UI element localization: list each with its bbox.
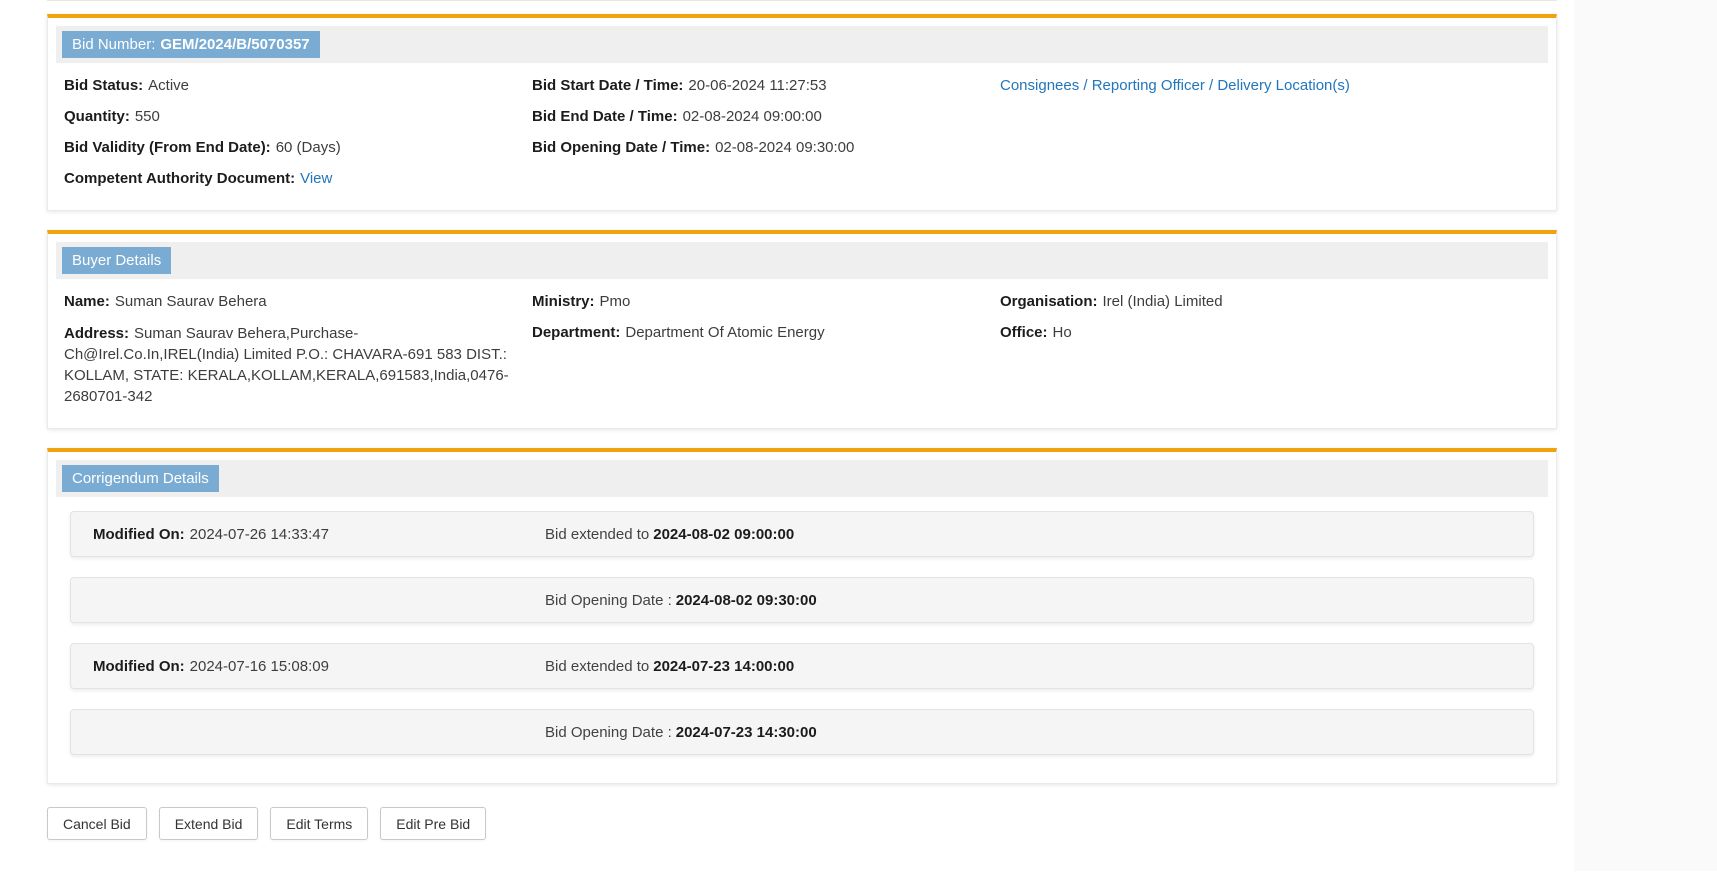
buyer-col-left: Name: Suman Saurav Behera Address: Suman S… (64, 292, 532, 418)
bid-opening-value: 02-08-2024 09:30:00 (715, 139, 855, 156)
corrigendum-row: Bid Opening Date :2024-07-23 14:30:00 (70, 709, 1534, 755)
change-value: 2024-07-23 14:30:00 (675, 723, 817, 741)
bid-summary-card: Bid Number: GEM/2024/B/5070357 Bid Status… (47, 14, 1557, 211)
buyer-name-label: Name: (64, 293, 110, 310)
corrigendum-header: Corrigendum Details (56, 460, 1548, 497)
extend-bid-button[interactable]: Extend Bid (158, 807, 259, 840)
bid-end-field: Bid End Date / Time: 02-08-2024 09:00:00 (532, 107, 1000, 127)
quantity-label: Quantity: (64, 108, 130, 125)
edit-terms-button[interactable]: Edit Terms (270, 807, 369, 840)
consignees-field: Consignees / Reporting Officer / Deliver… (1000, 76, 1540, 96)
bid-validity-field: Bid Validity (From End Date): 60 (Days) (64, 138, 532, 158)
buyer-address-label: Address: (64, 325, 130, 342)
bid-validity-label: Bid Validity (From End Date): (64, 139, 271, 156)
bid-status-label: Bid Status: (64, 77, 144, 94)
corrigendum-modified: Modified On: 2024-07-16 15:08:09 (93, 658, 545, 675)
buyer-details-card: Buyer Details Name: Suman Saurav Behera A… (47, 230, 1557, 429)
bid-start-value: 20-06-2024 11:27:53 (688, 77, 827, 94)
bid-summary-body: Bid Status: Active Quantity: 550 Bid Valid… (56, 63, 1548, 202)
bid-opening-label: Bid Opening Date / Time: (532, 139, 711, 156)
change-value: 2024-08-02 09:00:00 (653, 525, 795, 543)
department-field: Department: Department Of Atomic Energy (532, 323, 1000, 343)
change-value: 2024-07-23 14:00:00 (653, 657, 795, 675)
corrigendum-row: Modified On: 2024-07-26 14:33:47 Bid exte… (70, 511, 1534, 557)
bid-end-label: Bid End Date / Time: (532, 108, 678, 125)
modified-on-value: 2024-07-26 14:33:47 (189, 525, 329, 543)
modified-on-label: Modified On: (93, 657, 185, 675)
page-right-gutter (1574, 0, 1717, 871)
buyer-name-field: Name: Suman Saurav Behera (64, 292, 532, 312)
corrigendum-modified (93, 724, 545, 741)
department-value: Department Of Atomic Energy (625, 324, 825, 341)
office-value: Ho (1052, 324, 1072, 341)
corrigendum-modified (93, 592, 545, 609)
buyer-name-value: Suman Saurav Behera (114, 293, 267, 310)
office-field: Office: Ho (1000, 323, 1540, 343)
buyer-details-header: Buyer Details (56, 242, 1548, 279)
corrigendum-change: Bid Opening Date :2024-07-23 14:30:00 (545, 724, 1533, 741)
bid-summary-col-mid: Bid Start Date / Time: 20-06-2024 11:27:5… (532, 76, 1000, 200)
ministry-label: Ministry: (532, 293, 595, 310)
bid-summary-col-left: Bid Status: Active Quantity: 550 Bid Valid… (64, 76, 532, 200)
bid-number-value: GEM/2024/B/5070357 (160, 36, 310, 53)
ministry-value: Pmo (599, 293, 631, 310)
corrigendum-row: Bid Opening Date :2024-08-02 09:30:00 (70, 577, 1534, 623)
buyer-address-field: Address: Suman Saurav Behera,Purchase-Ch@… (64, 323, 522, 407)
corrigendum-card: Corrigendum Details Modified On: 2024-07-… (47, 448, 1557, 784)
office-label: Office: (1000, 324, 1048, 341)
consignees-link[interactable]: Consignees / Reporting Officer / Deliver… (1000, 77, 1350, 94)
buyer-col-mid: Ministry: Pmo Department: Department Of At… (532, 292, 1000, 418)
quantity-value: 550 (134, 108, 160, 125)
organisation-value: Irel (India) Limited (1102, 293, 1223, 310)
corrigendum-change: Bid Opening Date :2024-08-02 09:30:00 (545, 592, 1533, 609)
cancel-bid-button[interactable]: Cancel Bid (47, 807, 147, 840)
bid-detail-page: Bid Number: GEM/2024/B/5070357 Bid Status… (47, 0, 1557, 880)
bid-opening-field: Bid Opening Date / Time: 02-08-2024 09:30… (532, 138, 1000, 158)
organisation-label: Organisation: (1000, 293, 1098, 310)
bid-validity-value: 60 (Days) (275, 139, 341, 156)
change-value: 2024-08-02 09:30:00 (675, 591, 817, 609)
corrigendum-modified: Modified On: 2024-07-26 14:33:47 (93, 526, 545, 543)
bid-end-value: 02-08-2024 09:00:00 (682, 108, 822, 125)
quantity-field: Quantity: 550 (64, 107, 532, 127)
buyer-address-value: Suman Saurav Behera,Purchase-Ch@Irel.Co.… (64, 325, 509, 405)
change-text: Bid Opening Date : (545, 723, 672, 741)
ministry-field: Ministry: Pmo (532, 292, 1000, 312)
authority-doc-view-link[interactable]: View (300, 170, 333, 187)
corrigendum-change: Bid extended to 2024-07-23 14:00:00 (545, 658, 1533, 675)
authority-doc-field: Competent Authority Document: View (64, 169, 532, 189)
change-text: Bid extended to (545, 657, 650, 675)
bid-number-chip: Bid Number: GEM/2024/B/5070357 (62, 31, 320, 58)
change-text: Bid extended to (545, 525, 650, 543)
bid-summary-header: Bid Number: GEM/2024/B/5070357 (56, 26, 1548, 63)
bid-summary-col-right: Consignees / Reporting Officer / Deliver… (1000, 76, 1540, 200)
bid-status-value: Active (148, 77, 190, 94)
department-label: Department: (532, 324, 621, 341)
corrigendum-change: Bid extended to 2024-08-02 09:00:00 (545, 526, 1533, 543)
bid-start-field: Bid Start Date / Time: 20-06-2024 11:27:5… (532, 76, 1000, 96)
modified-on-label: Modified On: (93, 525, 185, 543)
modified-on-value: 2024-07-16 15:08:09 (189, 657, 329, 675)
bid-actions-bar: Cancel Bid Extend Bid Edit Terms Edit Pr… (47, 807, 1557, 840)
top-divider (47, 0, 1557, 1)
buyer-details-body: Name: Suman Saurav Behera Address: Suman S… (56, 279, 1548, 420)
corrigendum-chip: Corrigendum Details (62, 465, 219, 492)
change-text: Bid Opening Date : (545, 591, 672, 609)
edit-pre-bid-button[interactable]: Edit Pre Bid (380, 807, 487, 840)
corrigendum-row: Modified On: 2024-07-16 15:08:09 Bid exte… (70, 643, 1534, 689)
buyer-details-chip: Buyer Details (62, 247, 172, 274)
authority-doc-label: Competent Authority Document: (64, 170, 296, 187)
bid-number-label: Bid Number: (72, 36, 156, 53)
bid-status-field: Bid Status: Active (64, 76, 532, 96)
buyer-col-right: Organisation: Irel (India) Limited Office… (1000, 292, 1540, 418)
organisation-field: Organisation: Irel (India) Limited (1000, 292, 1540, 312)
bid-start-label: Bid Start Date / Time: (532, 77, 684, 94)
